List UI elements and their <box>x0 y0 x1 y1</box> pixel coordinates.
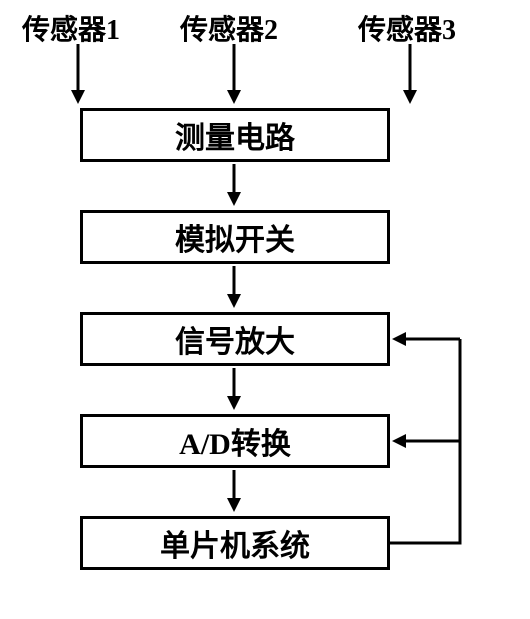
sensor-label-2: 传感器2 <box>180 8 278 48</box>
box-label: A/D转换 <box>179 419 291 463</box>
box-signal-amp: 信号放大 <box>80 312 390 366</box>
box-label: 模拟开关 <box>175 215 295 259</box>
arrow-sensor-1 <box>68 44 88 106</box>
sensor-label-1: 传感器1 <box>22 8 120 48</box>
box-measure-circuit: 测量电路 <box>80 108 390 162</box>
box-ad-convert: A/D转换 <box>80 414 390 468</box>
box-mcu-system: 单片机系统 <box>80 516 390 570</box>
arrow-sensor-2 <box>224 44 244 106</box>
box-label: 单片机系统 <box>160 521 310 565</box>
feedback-path <box>390 312 500 570</box>
arrow-b4-b5 <box>224 470 244 514</box>
sensor-label-3: 传感器3 <box>358 8 456 48</box>
box-label: 信号放大 <box>175 317 295 361</box>
arrow-sensor-3 <box>400 44 420 106</box>
arrow-b3-b4 <box>224 368 244 412</box>
arrow-b1-b2 <box>224 164 244 208</box>
box-label: 测量电路 <box>175 113 295 157</box>
arrow-b2-b3 <box>224 266 244 310</box>
box-analog-switch: 模拟开关 <box>80 210 390 264</box>
